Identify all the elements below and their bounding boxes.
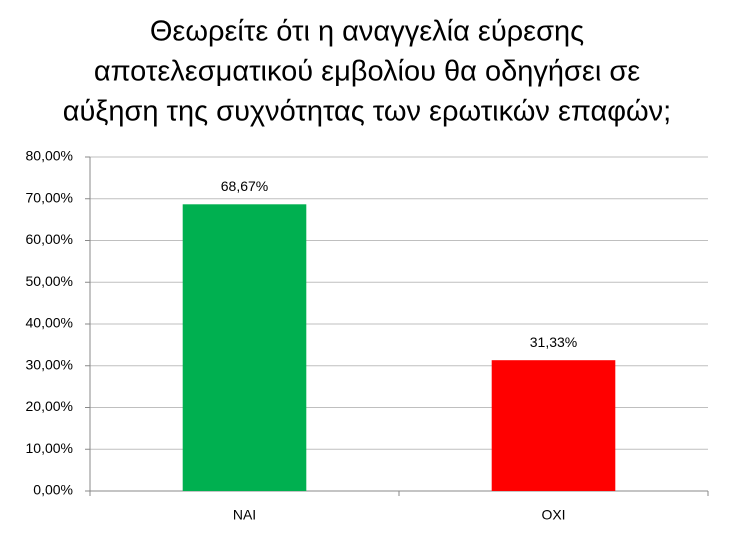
y-tick-label: 80,00% (26, 148, 73, 164)
data-label: 31,33% (530, 334, 577, 350)
bar (491, 360, 616, 491)
y-tick-label: 70,00% (26, 189, 73, 205)
y-tick-label: 40,00% (26, 315, 73, 331)
y-tick-label: 20,00% (26, 398, 73, 414)
bar (182, 204, 307, 492)
y-tick-label: 0,00% (33, 482, 73, 498)
chart-title: αποτελεσματικού εμβολίου θα οδηγήσει σε (94, 56, 640, 88)
y-tick-label: 50,00% (26, 273, 73, 289)
x-tick-label: ΟΧΙ (541, 507, 565, 523)
y-tick-label: 30,00% (26, 356, 73, 372)
y-tick-label: 10,00% (26, 440, 73, 456)
chart-title: αύξηση της συχνότητας των ερωτικών επαφώ… (63, 96, 672, 128)
data-label: 68,67% (221, 178, 268, 194)
chart-title: Θεωρείτε ότι η αναγγελία εύρεσης (150, 16, 584, 48)
y-tick-label: 60,00% (26, 231, 73, 247)
x-tick-label: ΝΑΙ (233, 507, 256, 523)
